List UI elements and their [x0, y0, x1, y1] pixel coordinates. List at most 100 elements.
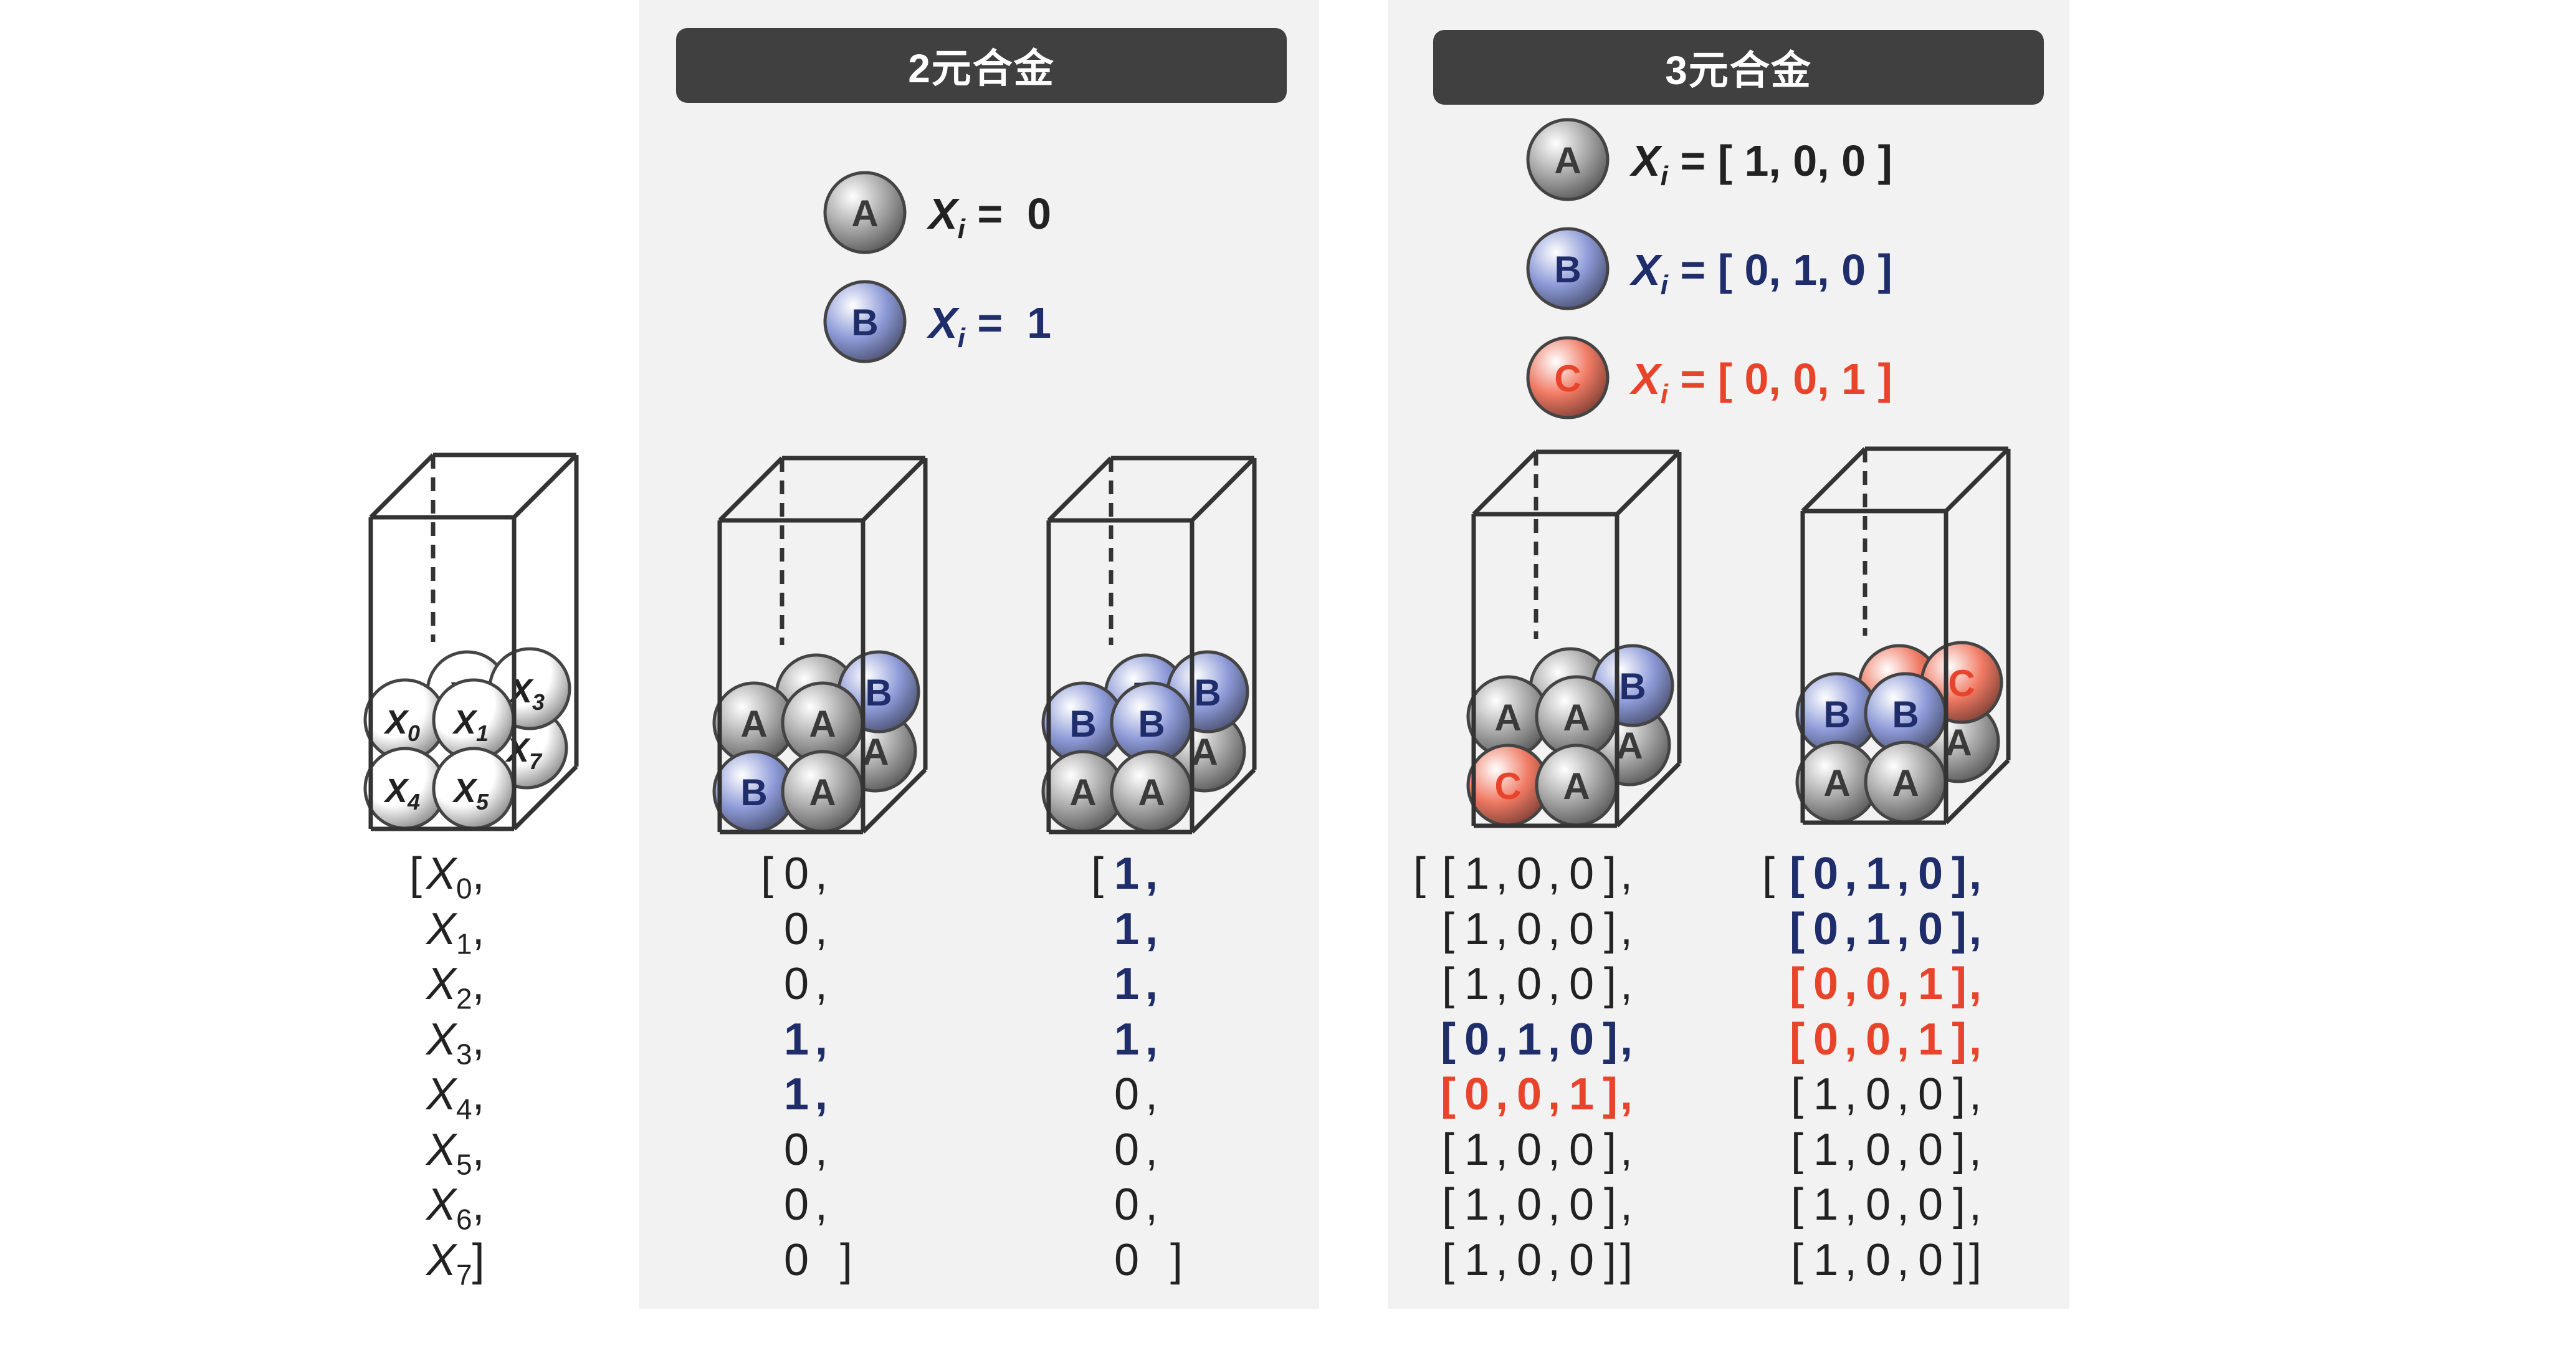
ternary-vector-entry: [0, 1, 0],	[1790, 904, 1982, 954]
ternary-vector-entry: [1, 0, 0],	[1441, 959, 1633, 1009]
legend-row-A: A Xi = 0	[823, 171, 1322, 254]
atom-B-icon: B	[1526, 227, 1610, 310]
ternary-vector-entry: [0, 0, 1],	[1790, 1014, 1982, 1064]
svg-text:B: B	[1823, 694, 1850, 735]
svg-text:A: A	[1138, 772, 1165, 813]
svg-text:B: B	[1892, 694, 1919, 735]
atom-sphere: A	[1041, 750, 1125, 833]
svg-text:A: A	[1616, 725, 1643, 767]
atom-A-icon: A	[823, 171, 907, 254]
svg-text:A: A	[809, 772, 836, 813]
svg-text:X5: X5	[452, 772, 489, 815]
legend-equation-A: Xi = [ 1, 0, 0 ]	[1631, 136, 1892, 191]
ternary-vector-entry: [0, 0, 1],	[1790, 959, 1982, 1009]
svg-text:X1: X1	[452, 704, 489, 746]
legend-atom-C: C	[1526, 336, 1610, 419]
atom-sphere: A	[1795, 740, 1879, 824]
svg-text:A: A	[1554, 140, 1581, 181]
svg-text:A: A	[1563, 765, 1590, 807]
template-vector-entry: X1,	[426, 904, 485, 960]
cell-edge	[369, 453, 435, 519]
svg-text:A: A	[1191, 731, 1218, 773]
atom-A-icon: A	[1526, 118, 1610, 201]
template-vector-entry: X3,	[426, 1014, 485, 1070]
svg-text:C: C	[1948, 662, 1975, 704]
svg-text:A: A	[1494, 697, 1521, 739]
binary-vector-entry: 0 ]	[1114, 1235, 1183, 1285]
svg-text:A: A	[1563, 697, 1590, 739]
ternary-vector-entry: [1, 0, 0]]	[1790, 1235, 1982, 1285]
svg-text:A: A	[851, 193, 878, 234]
cell-edge	[1190, 768, 1256, 834]
binary-vector-entry: 0,	[783, 959, 828, 1009]
svg-text:C: C	[1494, 765, 1521, 807]
ternary-vector-entry: [1, 0, 0],	[1441, 904, 1633, 954]
binary-vector-entry: 1,	[783, 1069, 828, 1119]
template-vector-entry: X4,	[426, 1069, 485, 1126]
svg-text:A: A	[862, 731, 889, 773]
legend-row-B: B Xi = 1	[823, 280, 1322, 363]
ternary-vector-2: [[0, 1, 0],[0, 1, 0],[0, 0, 1],[0, 0, 1],[1, 0, 0]…	[1762, 846, 1982, 1288]
legend-equation-A: Xi = 0	[928, 189, 1052, 244]
template-vector-entry: X5,	[426, 1124, 485, 1180]
unit-cell-binary-2: ABBBBAA	[1041, 456, 1257, 835]
legend-equation-B: Xi = 1	[928, 299, 1052, 353]
svg-text:B: B	[1554, 249, 1581, 290]
svg-text:B: B	[865, 672, 892, 714]
svg-text:A: A	[1823, 762, 1850, 804]
cell-edge	[1615, 450, 1681, 516]
binary-vector-entry: [1,	[1090, 849, 1158, 899]
legend-atom-A: A	[1526, 118, 1610, 201]
binary-vector-entry: 0 ]	[783, 1235, 853, 1285]
svg-text:A: A	[1945, 722, 1972, 763]
binary-alloy-title: 2元合金	[676, 28, 1287, 103]
legend-equation-B: Xi = [ 0, 1, 0 ]	[1631, 246, 1892, 300]
binary-vector-entry: 0,	[1114, 1069, 1158, 1119]
legend-atom-B: B	[823, 280, 907, 363]
binary-vector-entry: 0,	[783, 904, 828, 954]
ternary-vector-1: [[1, 0, 0],[1, 0, 0],[1, 0, 0],[0, 1, 0],[0, 0, 1]…	[1413, 846, 1633, 1288]
svg-text:A: A	[740, 703, 767, 745]
svg-text:B: B	[1069, 703, 1096, 745]
cell-edge	[1615, 762, 1681, 828]
ternary-vector-entry: [[0, 1, 0],	[1762, 849, 1982, 899]
atom-sphere: B	[712, 750, 796, 833]
unit-cell-binary-1: AABAABA	[712, 456, 928, 835]
atom-C-icon: C	[1526, 336, 1610, 419]
svg-text:X4: X4	[383, 772, 420, 815]
atom-sphere: A	[781, 750, 864, 833]
svg-text:A: A	[1892, 762, 1919, 804]
cell-edge	[861, 456, 927, 522]
atom-sphere: A	[1466, 675, 1550, 758]
atom-sphere: X5	[432, 747, 515, 830]
binary-vector-1: [0, 0, 0, 1, 1, 0, 0, 0 ]	[756, 846, 852, 1288]
binary-vector-entry: [0,	[760, 849, 828, 899]
cell-edge	[512, 765, 578, 831]
binary-vector-entry: 1,	[1114, 959, 1158, 1009]
template-vector: [X0, X1, X2, X3, X4, X5, X6, X7]	[405, 846, 485, 1291]
legend-row-C: C Xi = [ 0, 0, 1 ]	[1526, 336, 2025, 419]
svg-text:B: B	[851, 302, 878, 343]
svg-text:B: B	[740, 772, 767, 813]
ternary-vector-entry: [0, 0, 1],	[1441, 1069, 1633, 1119]
cell-edge	[1801, 447, 1867, 513]
cell-edge	[1472, 450, 1538, 516]
unit-cell-template: X7X2X3X0X1X4X5	[363, 452, 579, 831]
legend-row-B: B Xi = [ 0, 1, 0 ]	[1526, 227, 2025, 310]
cell-edge	[1047, 456, 1113, 522]
atom-sphere: A	[1535, 744, 1618, 827]
binary-vector-entry: 0,	[783, 1124, 828, 1175]
binary-vector-entry: 1,	[1114, 904, 1158, 954]
svg-text:B: B	[1194, 672, 1221, 714]
template-vector-entry: [X0,	[409, 849, 485, 905]
svg-text:A: A	[1069, 772, 1096, 813]
ternary-vector-entry: [1, 0, 0],	[1790, 1180, 1982, 1230]
binary-vector-entry: 0,	[783, 1180, 828, 1230]
unit-cell-ternary-2: ACCBBAA	[1795, 446, 2011, 825]
ternary-alloy-title: 3元合金	[1433, 30, 2044, 105]
cell-edge	[718, 456, 784, 522]
template-vector-entry: X6,	[426, 1180, 485, 1236]
svg-text:B: B	[1138, 703, 1165, 745]
binary-vector-entry: 0,	[1114, 1180, 1158, 1230]
